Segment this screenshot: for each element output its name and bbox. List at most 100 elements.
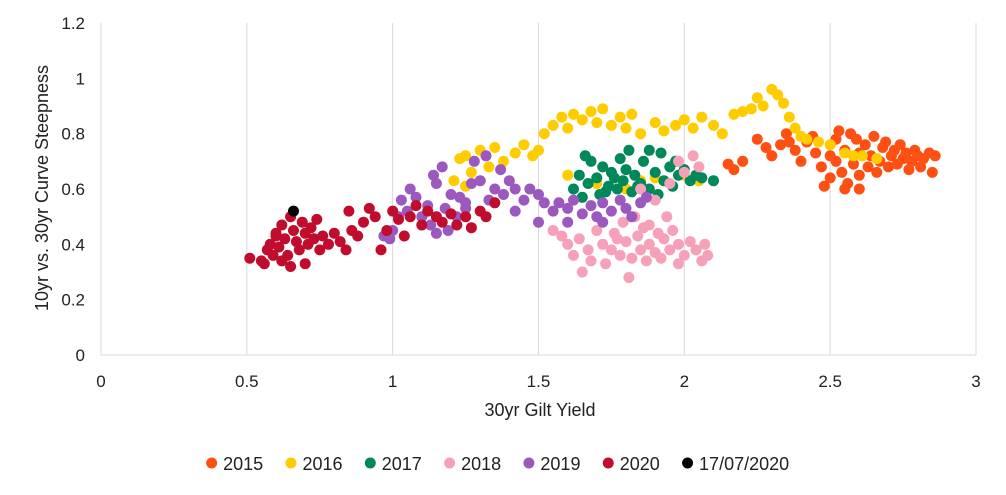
data-point: [643, 183, 655, 195]
data-point: [244, 252, 256, 264]
data-point: [311, 213, 323, 225]
data-point: [789, 144, 801, 156]
data-point: [591, 117, 603, 129]
data-point: [498, 155, 509, 167]
data-point: [579, 150, 591, 162]
x-axis-ticks: 0 0.5 1 1.5 2 2.5 3: [96, 372, 980, 391]
y-tick-label: 1: [76, 69, 85, 88]
data-point: [323, 238, 334, 250]
data-point: [404, 211, 416, 223]
data-point: [757, 100, 769, 112]
data-point: [285, 261, 297, 272]
data-point: [410, 200, 422, 212]
data-point: [460, 150, 472, 162]
data-point: [690, 244, 702, 256]
data-point: [850, 133, 862, 145]
legend-marker: [206, 457, 218, 469]
data-point: [296, 216, 308, 228]
data-point: [856, 150, 868, 162]
data-point: [810, 147, 822, 159]
data-point: [708, 175, 719, 187]
data-point: [538, 197, 550, 209]
data-point: [818, 180, 830, 192]
data-point: [626, 108, 638, 120]
series-0: [722, 125, 941, 195]
data-point: [328, 227, 340, 239]
series-6: [288, 205, 299, 217]
legend-marker: [602, 457, 614, 469]
data-point: [903, 164, 915, 176]
data-point: [568, 249, 579, 261]
data-point: [576, 114, 588, 126]
legend-item: 2017: [364, 454, 422, 474]
data-point: [533, 189, 544, 200]
data-point: [664, 244, 676, 256]
data-point: [638, 155, 649, 167]
data-point: [839, 183, 851, 195]
data-point: [334, 236, 346, 248]
data-point: [623, 144, 635, 156]
data-point: [416, 219, 428, 231]
data-point: [509, 183, 521, 195]
data-point: [640, 255, 652, 267]
data-point: [611, 183, 623, 195]
data-point: [442, 225, 454, 236]
data-point: [658, 125, 670, 137]
data-point: [673, 258, 684, 270]
x-axis-label: 30yr Gilt Yield: [484, 400, 595, 420]
data-point: [585, 106, 597, 117]
data-point: [562, 216, 574, 228]
data-point: [678, 166, 690, 178]
legend-item: 2015: [206, 454, 263, 474]
data-point: [460, 197, 472, 209]
data-point: [737, 155, 749, 167]
data-point: [655, 252, 667, 264]
data-point: [568, 183, 579, 195]
data-point: [448, 175, 460, 187]
x-tick-label: 0: [96, 372, 105, 391]
data-point: [745, 103, 757, 115]
data-point: [696, 172, 708, 184]
data-point: [518, 139, 530, 151]
data-point: [468, 155, 480, 167]
data-point: [436, 216, 448, 228]
data-point: [830, 155, 842, 167]
data-point: [533, 144, 544, 156]
data-point: [518, 194, 530, 206]
data-point: [862, 161, 874, 173]
data-point: [699, 238, 711, 250]
data-point: [568, 194, 579, 206]
legend-label: 2017: [382, 454, 422, 474]
y-tick-label: 0.8: [61, 125, 85, 144]
data-point: [620, 122, 632, 134]
data-point: [839, 147, 851, 159]
x-tick-label: 1: [388, 372, 397, 391]
x-tick-label: 2: [680, 372, 689, 391]
data-point: [585, 255, 597, 267]
series-3: [547, 150, 714, 283]
data-point: [393, 213, 404, 225]
legend-label: 17/07/2020: [699, 454, 789, 474]
data-point: [614, 249, 626, 261]
data-point: [687, 150, 699, 162]
data-point: [430, 227, 442, 239]
data-point: [649, 194, 661, 206]
data-point: [305, 222, 317, 234]
data-point: [632, 230, 644, 242]
data-point: [585, 200, 597, 212]
data-point: [597, 161, 609, 173]
y-tick-label: 1.2: [61, 14, 85, 33]
data-point: [276, 219, 288, 231]
data-point: [824, 172, 836, 184]
data-point: [783, 111, 795, 123]
data-point: [623, 272, 635, 283]
data-point: [649, 117, 661, 129]
data-point: [509, 147, 521, 159]
data-point: [635, 183, 647, 195]
legend-marker: [364, 457, 376, 469]
data-point: [801, 133, 813, 145]
data-point: [363, 202, 375, 214]
data-point: [591, 172, 603, 184]
data-point: [556, 230, 568, 242]
